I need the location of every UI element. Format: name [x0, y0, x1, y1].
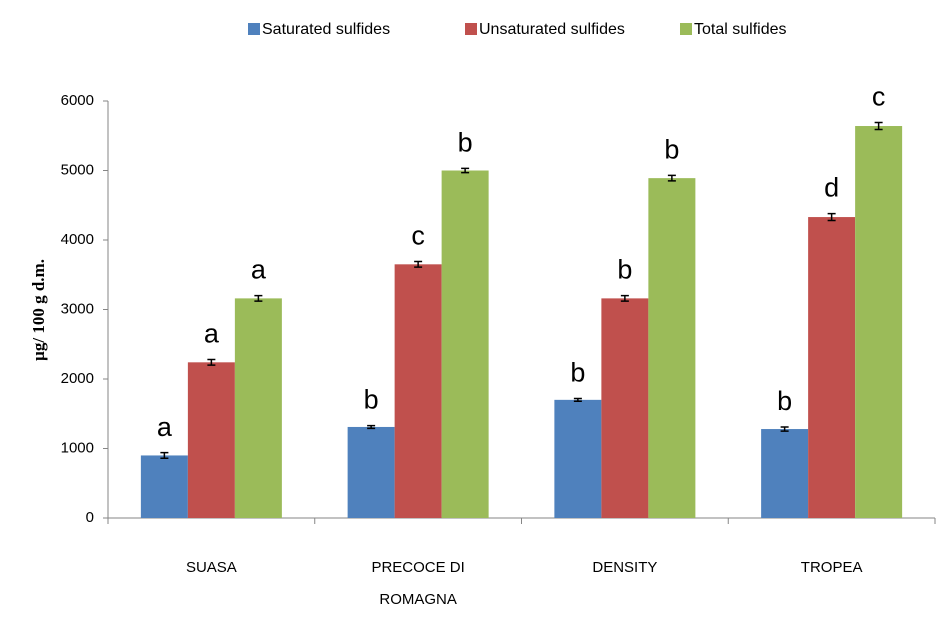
error-bar — [207, 358, 216, 366]
significance-letter: c — [411, 221, 425, 251]
bar — [761, 429, 809, 518]
significance-letter: a — [251, 255, 267, 285]
significance-letter: b — [570, 358, 585, 388]
x-tick-label: DENSITY — [592, 559, 658, 576]
significance-letter: b — [617, 255, 632, 285]
y-tick-label: 6000 — [61, 92, 94, 109]
y-tick-label: 5000 — [61, 161, 94, 178]
bar — [140, 455, 188, 518]
significance-letter: b — [777, 386, 792, 416]
significance-letter: b — [664, 134, 679, 164]
y-tick-label: 4000 — [61, 231, 94, 248]
bar — [554, 399, 602, 518]
bar — [394, 264, 442, 518]
error-bar — [573, 397, 582, 402]
error-bar — [780, 426, 789, 432]
y-axis-label: µg/ 100 g d.m. — [29, 259, 48, 361]
error-bar — [254, 294, 263, 302]
significance-letter: a — [157, 412, 173, 442]
bar — [187, 362, 235, 518]
significance-letter: a — [204, 319, 220, 349]
legend-label: Total sulfides — [694, 21, 787, 38]
x-tick-label: PRECOCE DI ROMAGNA — [371, 559, 465, 608]
significance-letter: b — [458, 128, 473, 158]
bar — [601, 298, 649, 518]
error-bar — [827, 212, 836, 222]
legend-swatch — [465, 23, 477, 35]
x-tick-label: TROPEA — [800, 559, 863, 576]
y-tick-label: 3000 — [61, 300, 94, 317]
error-bar — [874, 121, 883, 131]
legend-swatch — [248, 23, 260, 35]
bar — [808, 217, 856, 518]
x-tick-label: SUASA — [185, 559, 237, 576]
error-bar — [667, 174, 676, 182]
significance-letter: b — [364, 385, 379, 415]
legend-swatch — [680, 23, 692, 35]
bar — [347, 426, 395, 518]
error-bar — [414, 260, 423, 268]
error-bar — [367, 424, 376, 430]
bar — [234, 298, 282, 518]
significance-letter: c — [872, 82, 886, 112]
significance-letter: d — [824, 173, 839, 203]
y-tick-label: 1000 — [61, 439, 94, 456]
bar — [855, 126, 903, 519]
y-tick-label: 2000 — [61, 370, 94, 387]
legend-label: Unsaturated sulfides — [479, 21, 625, 38]
bar — [441, 170, 489, 518]
error-bar — [160, 451, 169, 459]
bar — [648, 178, 696, 518]
error-bar — [620, 294, 629, 302]
error-bar — [461, 167, 470, 174]
y-tick-label: 0 — [86, 509, 94, 526]
legend-label: Saturated sulfides — [262, 21, 390, 38]
